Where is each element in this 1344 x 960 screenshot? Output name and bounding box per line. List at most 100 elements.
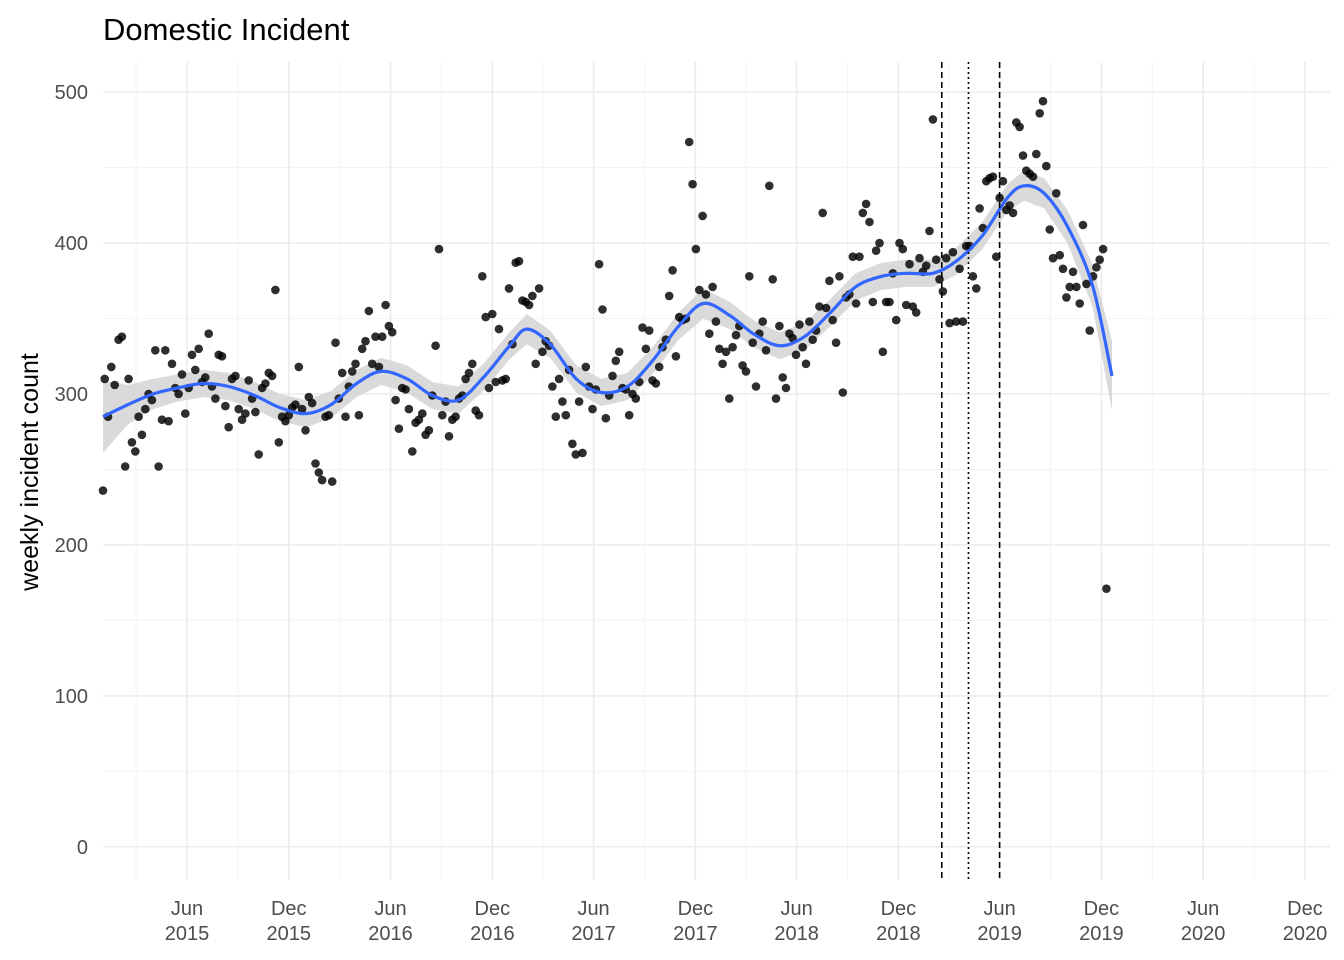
data-point [474,410,484,420]
data-point [401,385,410,394]
data-point [945,318,954,328]
data-point [915,253,924,263]
data-point [468,359,477,369]
data-point [151,346,160,355]
data-point [725,394,734,403]
data-point [1045,225,1054,234]
data-point [307,398,317,408]
data-point [851,299,861,308]
data-point [177,370,187,379]
data-point [1005,201,1014,210]
x-tick-label-year: 2020 [1181,923,1226,945]
x-axis-ticks: Jun 2015 Dec 2015 Jun 2016 Dec 2016 Jun 2017 Dec 20… [165,898,1327,945]
data-point [1028,172,1038,181]
x-tick-label-month: Jun [577,898,609,920]
data-point [1098,244,1108,254]
data-point [201,373,210,382]
x-tick-label-year: 2017 [673,923,718,945]
data-point [588,404,597,414]
data-point [751,382,761,391]
data-point [234,404,243,414]
data-point [534,284,544,293]
grid [103,62,1330,880]
data-point [554,374,564,384]
data-point [581,362,591,372]
data-point [608,371,617,381]
data-point [868,297,878,307]
data-point [715,344,724,354]
data-point [705,329,714,339]
data-point [251,407,260,417]
data-point [955,264,964,274]
data-point [137,430,147,440]
data-point [858,208,868,218]
data-point [297,404,307,414]
data-point [1078,220,1088,230]
x-tick-label-year: 2018 [774,923,819,945]
data-point [548,382,557,391]
data-point [120,462,130,471]
data-point [504,284,514,293]
data-point [831,338,841,348]
data-point [968,272,978,281]
data-point [671,352,681,361]
data-point [795,320,804,329]
data-point [931,255,941,264]
data-point [327,477,337,486]
data-point [494,324,504,334]
data-point [531,359,540,369]
data-point [748,338,757,348]
data-point [594,259,604,269]
data-point [828,315,837,325]
data-point [1048,253,1058,263]
data-point [374,362,384,372]
data-point [571,450,581,459]
data-point [1085,326,1094,335]
data-point [631,394,641,403]
data-point [127,438,137,447]
x-tick-label-month: Jun [171,898,203,920]
data-point [775,321,784,331]
data-point [958,317,968,326]
x-tick-label-month: Dec [678,898,714,920]
data-point [901,300,911,310]
data-point [1092,263,1101,272]
data-point [761,346,771,355]
data-point [972,284,981,293]
data-point [311,459,320,468]
data-point [825,276,834,286]
data-point [491,377,501,387]
data-point [614,347,624,357]
data-point [221,401,230,411]
data-point [941,253,951,263]
data-point [387,327,397,337]
data-point [538,347,547,357]
data-point [1072,282,1081,292]
data-point [1035,109,1044,118]
data-point [484,383,494,393]
data-point [1102,584,1111,593]
data-point [284,410,294,420]
data-point [187,350,197,360]
x-tick-label-year: 2016 [470,923,515,945]
data-point [808,335,817,345]
data-point [147,395,157,405]
data-point [815,302,824,311]
data-point [438,410,447,420]
data-point [821,303,831,313]
data-point [1032,149,1041,159]
data-point [1015,122,1024,132]
data-point [574,397,584,406]
data-point [728,342,737,352]
data-point [167,359,177,369]
data-point [131,447,140,456]
data-point [444,432,454,441]
data-point [988,172,998,181]
data-point [651,379,661,388]
data-point [154,462,163,471]
data-point [1018,151,1028,160]
data-point [117,332,127,342]
x-tick-label-year: 2019 [977,923,1022,945]
data-point [708,282,717,292]
